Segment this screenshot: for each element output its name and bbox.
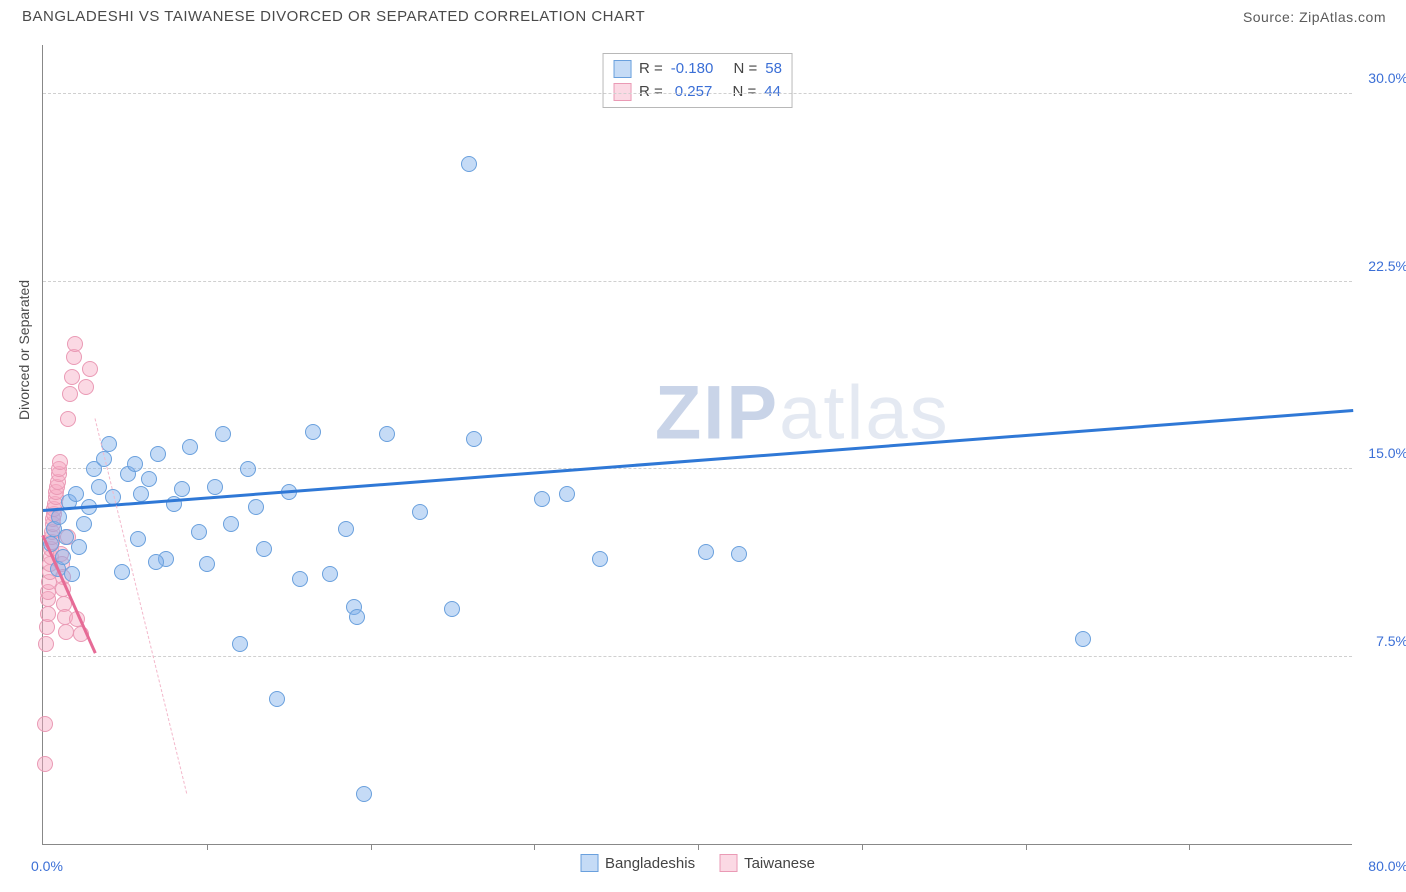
x-tick xyxy=(534,844,535,850)
data-point xyxy=(207,479,223,495)
grid-line xyxy=(43,281,1352,282)
data-point xyxy=(698,544,714,560)
data-point xyxy=(559,486,575,502)
data-point xyxy=(349,609,365,625)
data-point xyxy=(240,461,256,477)
data-point xyxy=(248,499,264,515)
data-point xyxy=(534,491,550,507)
data-point xyxy=(64,566,80,582)
data-point xyxy=(40,606,56,622)
data-point xyxy=(78,379,94,395)
data-point xyxy=(37,716,53,732)
data-point xyxy=(64,369,80,385)
grid-line xyxy=(43,93,1352,94)
swatch-bangladeshi xyxy=(613,60,631,78)
stats-row-taiwanese: R = 0.257 N = 44 xyxy=(613,81,782,104)
data-point xyxy=(305,424,321,440)
data-point xyxy=(232,636,248,652)
bottom-legend: Bangladeshis Taiwanese xyxy=(580,854,815,872)
data-point xyxy=(55,549,71,565)
data-point xyxy=(130,531,146,547)
data-point xyxy=(127,456,143,472)
data-point xyxy=(269,691,285,707)
data-point xyxy=(67,336,83,352)
legend-swatch-bangladeshi xyxy=(580,854,598,872)
y-axis-label: Divorced or Separated xyxy=(16,280,32,420)
x-tick xyxy=(862,844,863,850)
data-point xyxy=(82,361,98,377)
stats-row-bangladeshi: R = -0.180 N = 58 xyxy=(613,58,782,81)
chart-header: BANGLADESHI VS TAIWANESE DIVORCED OR SEP… xyxy=(0,0,1406,33)
data-point xyxy=(322,566,338,582)
data-point xyxy=(71,539,87,555)
legend-swatch-taiwanese xyxy=(719,854,737,872)
data-point xyxy=(592,551,608,567)
data-point xyxy=(37,756,53,772)
stats-legend-box: R = -0.180 N = 58 R = 0.257 N = 44 xyxy=(602,53,793,108)
data-point xyxy=(38,636,54,652)
x-tick xyxy=(698,844,699,850)
data-point xyxy=(256,541,272,557)
data-point xyxy=(62,386,78,402)
data-point xyxy=(466,431,482,447)
data-point xyxy=(1075,631,1091,647)
data-point xyxy=(223,516,239,532)
data-point xyxy=(68,486,84,502)
grid-line xyxy=(43,656,1352,657)
x-tick xyxy=(207,844,208,850)
data-point xyxy=(114,564,130,580)
data-point xyxy=(356,786,372,802)
y-tick-label: 30.0% xyxy=(1368,70,1406,86)
legend-item-taiwanese: Taiwanese xyxy=(719,854,815,872)
data-point xyxy=(76,516,92,532)
data-point xyxy=(58,624,74,640)
data-point xyxy=(51,509,67,525)
data-point xyxy=(141,471,157,487)
data-point xyxy=(60,411,76,427)
x-tick xyxy=(1026,844,1027,850)
legend-item-bangladeshi: Bangladeshis xyxy=(580,854,695,872)
data-point xyxy=(148,554,164,570)
y-tick-label: 7.5% xyxy=(1376,633,1406,649)
x-tick xyxy=(371,844,372,850)
data-point xyxy=(133,486,149,502)
data-point xyxy=(215,426,231,442)
x-axis-min-label: 0.0% xyxy=(31,858,63,874)
data-point xyxy=(91,479,107,495)
x-tick xyxy=(1189,844,1190,850)
data-point xyxy=(52,454,68,470)
swatch-taiwanese xyxy=(613,83,631,101)
data-point xyxy=(412,504,428,520)
data-point xyxy=(338,521,354,537)
chart-title: BANGLADESHI VS TAIWANESE DIVORCED OR SEP… xyxy=(22,8,645,25)
data-point xyxy=(444,601,460,617)
y-tick-label: 15.0% xyxy=(1368,445,1406,461)
data-point xyxy=(379,426,395,442)
scatter-chart: ZIPatlas R = -0.180 N = 58 R = 0.257 N =… xyxy=(42,45,1352,845)
data-point xyxy=(174,481,190,497)
data-point xyxy=(461,156,477,172)
data-point xyxy=(191,524,207,540)
x-axis-max-label: 80.0% xyxy=(1368,858,1406,874)
data-point xyxy=(150,446,166,462)
chart-source: Source: ZipAtlas.com xyxy=(1243,9,1386,25)
data-point xyxy=(199,556,215,572)
data-point xyxy=(292,571,308,587)
y-tick-label: 22.5% xyxy=(1368,258,1406,274)
data-point xyxy=(731,546,747,562)
data-point xyxy=(182,439,198,455)
trend-line xyxy=(43,409,1353,511)
